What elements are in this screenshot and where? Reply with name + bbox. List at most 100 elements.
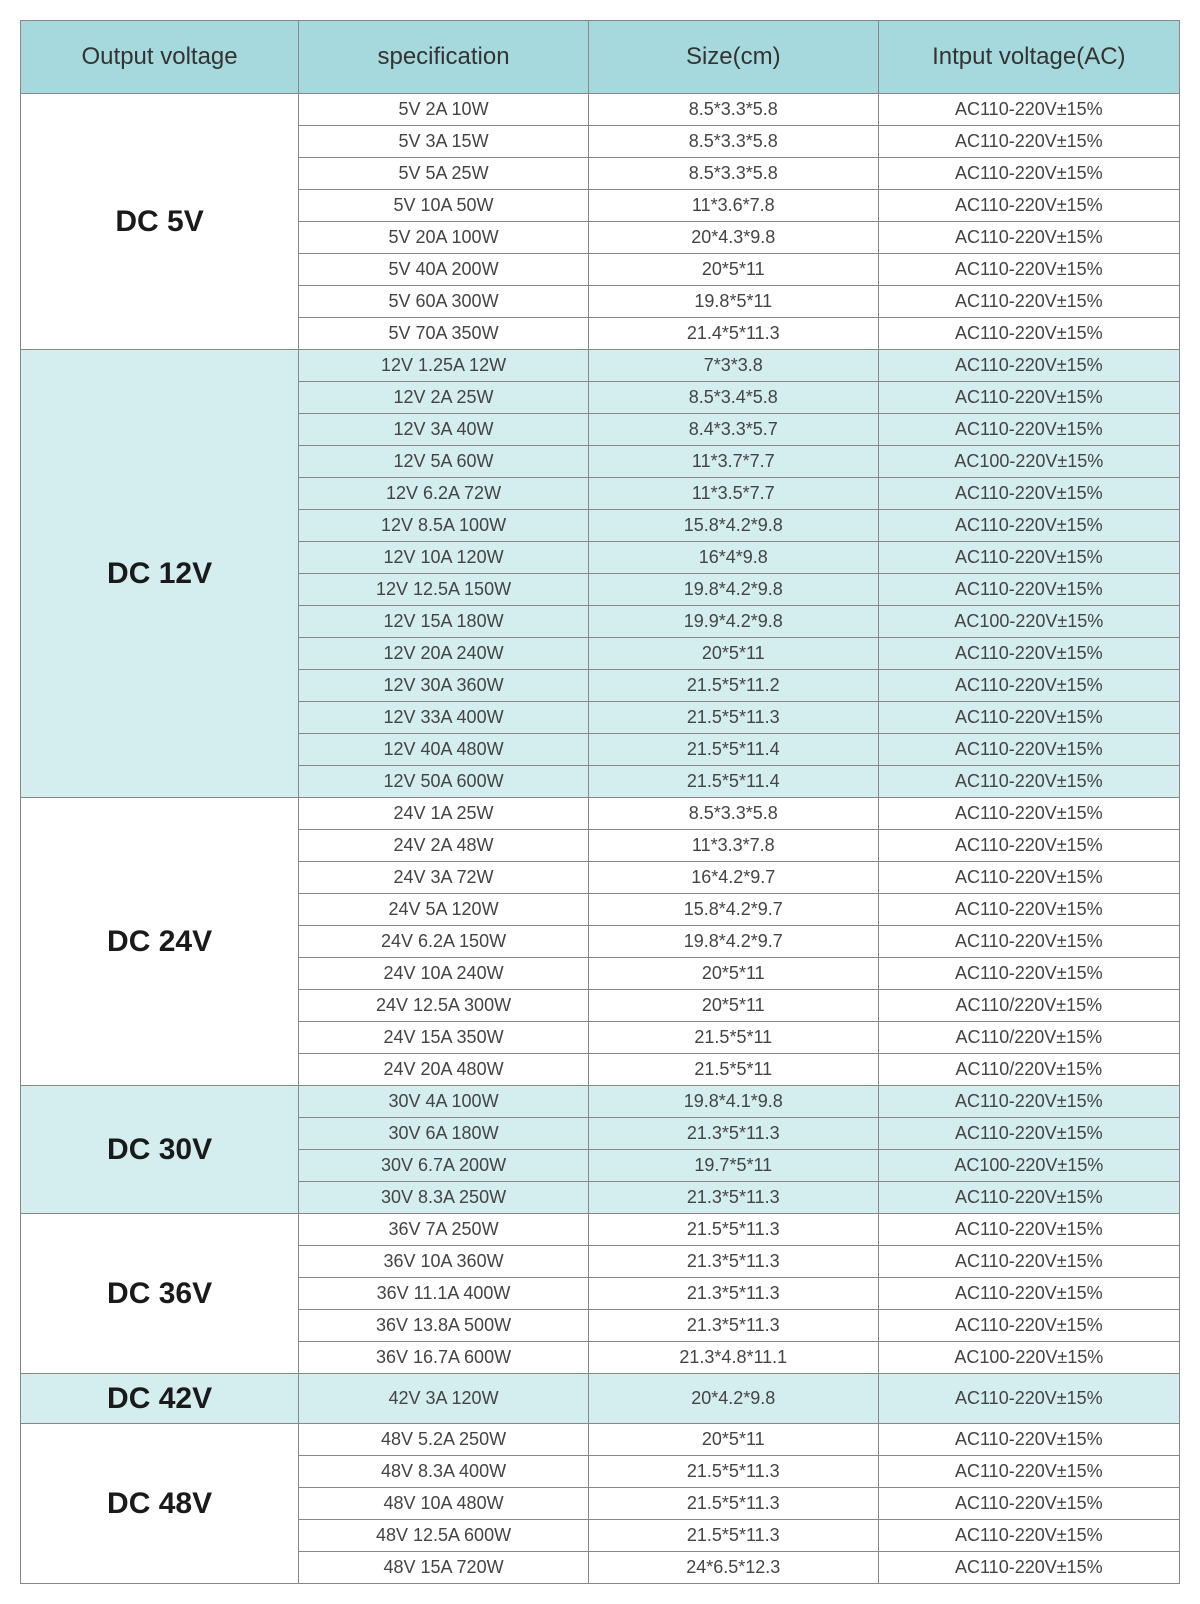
cell-specification: 24V 2A 48W — [299, 830, 589, 862]
cell-size: 8.5*3.3*5.8 — [588, 94, 878, 126]
cell-input-voltage: AC110-220V±15% — [878, 94, 1179, 126]
cell-size: 21.3*5*11.3 — [588, 1310, 878, 1342]
cell-size: 21.3*4.8*11.1 — [588, 1342, 878, 1374]
cell-input-voltage: AC110-220V±15% — [878, 222, 1179, 254]
cell-input-voltage: AC110-220V±15% — [878, 286, 1179, 318]
group-label: DC 30V — [21, 1086, 299, 1214]
cell-size: 11*3.7*7.7 — [588, 446, 878, 478]
cell-input-voltage: AC110-220V±15% — [878, 1182, 1179, 1214]
cell-specification: 12V 3A 40W — [299, 414, 589, 446]
cell-specification: 48V 10A 480W — [299, 1488, 589, 1520]
cell-specification: 36V 13.8A 500W — [299, 1310, 589, 1342]
cell-specification: 12V 30A 360W — [299, 670, 589, 702]
cell-input-voltage: AC110-220V±15% — [878, 158, 1179, 190]
cell-specification: 30V 6.7A 200W — [299, 1150, 589, 1182]
cell-size: 19.8*4.2*9.7 — [588, 926, 878, 958]
cell-input-voltage: AC100-220V±15% — [878, 1150, 1179, 1182]
cell-input-voltage: AC110-220V±15% — [878, 382, 1179, 414]
col-size: Size(cm) — [588, 21, 878, 94]
cell-specification: 48V 12.5A 600W — [299, 1520, 589, 1552]
cell-size: 19.9*4.2*9.8 — [588, 606, 878, 638]
cell-size: 20*5*11 — [588, 990, 878, 1022]
cell-size: 21.5*5*11.4 — [588, 766, 878, 798]
cell-input-voltage: AC110-220V±15% — [878, 702, 1179, 734]
cell-input-voltage: AC110-220V±15% — [878, 1118, 1179, 1150]
cell-size: 21.4*5*11.3 — [588, 318, 878, 350]
cell-size: 16*4.2*9.7 — [588, 862, 878, 894]
cell-specification: 24V 3A 72W — [299, 862, 589, 894]
cell-size: 24*6.5*12.3 — [588, 1552, 878, 1584]
cell-input-voltage: AC100-220V±15% — [878, 1342, 1179, 1374]
cell-specification: 5V 60A 300W — [299, 286, 589, 318]
col-input-voltage: Intput voltage(AC) — [878, 21, 1179, 94]
cell-size: 21.5*5*11 — [588, 1022, 878, 1054]
cell-input-voltage: AC110-220V±15% — [878, 894, 1179, 926]
cell-specification: 5V 3A 15W — [299, 126, 589, 158]
group-label: DC 24V — [21, 798, 299, 1086]
col-specification: specification — [299, 21, 589, 94]
cell-input-voltage: AC110-220V±15% — [878, 1520, 1179, 1552]
col-output-voltage: Output voltage — [21, 21, 299, 94]
table-row: DC 5V5V 2A 10W8.5*3.3*5.8AC110-220V±15% — [21, 94, 1180, 126]
cell-input-voltage: AC100-220V±15% — [878, 446, 1179, 478]
cell-specification: 12V 5A 60W — [299, 446, 589, 478]
cell-specification: 48V 5.2A 250W — [299, 1424, 589, 1456]
cell-input-voltage: AC110-220V±15% — [878, 1374, 1179, 1424]
cell-input-voltage: AC110-220V±15% — [878, 478, 1179, 510]
cell-specification: 30V 6A 180W — [299, 1118, 589, 1150]
cell-input-voltage: AC110-220V±15% — [878, 1086, 1179, 1118]
cell-specification: 5V 10A 50W — [299, 190, 589, 222]
table-body: DC 5V5V 2A 10W8.5*3.3*5.8AC110-220V±15%5… — [21, 94, 1180, 1584]
cell-specification: 24V 6.2A 150W — [299, 926, 589, 958]
cell-input-voltage: AC110-220V±15% — [878, 254, 1179, 286]
cell-input-voltage: AC110-220V±15% — [878, 1424, 1179, 1456]
cell-specification: 12V 50A 600W — [299, 766, 589, 798]
cell-size: 21.5*5*11.4 — [588, 734, 878, 766]
cell-specification: 12V 12.5A 150W — [299, 574, 589, 606]
cell-input-voltage: AC110/220V±15% — [878, 1022, 1179, 1054]
cell-size: 11*3.5*7.7 — [588, 478, 878, 510]
table-row: DC 48V48V 5.2A 250W20*5*11AC110-220V±15% — [21, 1424, 1180, 1456]
cell-input-voltage: AC110-220V±15% — [878, 190, 1179, 222]
cell-specification: 48V 15A 720W — [299, 1552, 589, 1584]
cell-input-voltage: AC110-220V±15% — [878, 1278, 1179, 1310]
cell-specification: 36V 11.1A 400W — [299, 1278, 589, 1310]
cell-size: 8.4*3.3*5.7 — [588, 414, 878, 446]
cell-size: 21.5*5*11 — [588, 1054, 878, 1086]
cell-specification: 30V 4A 100W — [299, 1086, 589, 1118]
cell-size: 8.5*3.3*5.8 — [588, 158, 878, 190]
cell-size: 19.8*4.1*9.8 — [588, 1086, 878, 1118]
table-row: DC 30V30V 4A 100W19.8*4.1*9.8AC110-220V±… — [21, 1086, 1180, 1118]
cell-specification: 5V 20A 100W — [299, 222, 589, 254]
cell-size: 19.7*5*11 — [588, 1150, 878, 1182]
cell-input-voltage: AC110-220V±15% — [878, 1246, 1179, 1278]
group-label: DC 12V — [21, 350, 299, 798]
cell-size: 21.3*5*11.3 — [588, 1182, 878, 1214]
cell-specification: 12V 20A 240W — [299, 638, 589, 670]
cell-specification: 12V 6.2A 72W — [299, 478, 589, 510]
cell-size: 21.5*5*11.2 — [588, 670, 878, 702]
cell-size: 19.8*4.2*9.8 — [588, 574, 878, 606]
group-label: DC 36V — [21, 1214, 299, 1374]
cell-input-voltage: AC110-220V±15% — [878, 958, 1179, 990]
cell-specification: 12V 40A 480W — [299, 734, 589, 766]
cell-input-voltage: AC110-220V±15% — [878, 510, 1179, 542]
cell-specification: 36V 16.7A 600W — [299, 1342, 589, 1374]
cell-input-voltage: AC110/220V±15% — [878, 1054, 1179, 1086]
cell-size: 8.5*3.3*5.8 — [588, 126, 878, 158]
table-row: DC 24V24V 1A 25W8.5*3.3*5.8AC110-220V±15… — [21, 798, 1180, 830]
cell-size: 20*5*11 — [588, 958, 878, 990]
cell-specification: 12V 1.25A 12W — [299, 350, 589, 382]
cell-input-voltage: AC100-220V±15% — [878, 606, 1179, 638]
cell-specification: 24V 10A 240W — [299, 958, 589, 990]
cell-size: 21.5*5*11.3 — [588, 1520, 878, 1552]
cell-input-voltage: AC110-220V±15% — [878, 1214, 1179, 1246]
cell-size: 21.5*5*11.3 — [588, 1488, 878, 1520]
cell-input-voltage: AC110-220V±15% — [878, 670, 1179, 702]
spec-table: Output voltage specification Size(cm) In… — [20, 20, 1180, 1584]
table-header: Output voltage specification Size(cm) In… — [21, 21, 1180, 94]
cell-size: 21.3*5*11.3 — [588, 1246, 878, 1278]
cell-input-voltage: AC110-220V±15% — [878, 574, 1179, 606]
cell-size: 21.5*5*11.3 — [588, 1456, 878, 1488]
cell-size: 11*3.6*7.8 — [588, 190, 878, 222]
